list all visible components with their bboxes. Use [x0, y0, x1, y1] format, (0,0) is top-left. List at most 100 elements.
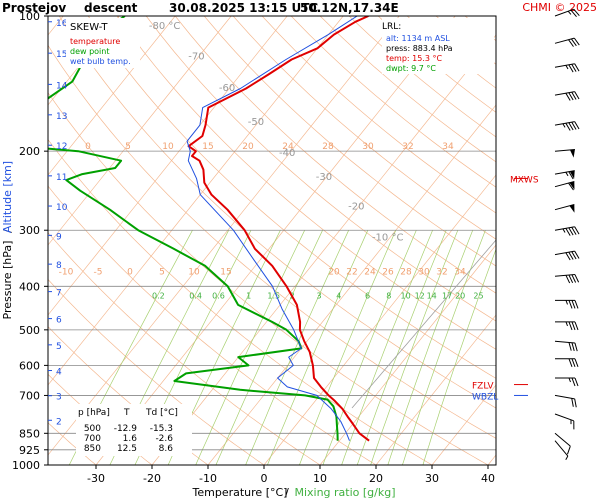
- marker-label-wbzl: WBZL: [472, 392, 498, 402]
- wind-barb-half: [562, 123, 566, 128]
- station-name: Prostejov: [2, 1, 66, 15]
- wind-barb-full: [573, 420, 575, 430]
- km-tick-label-2: 2: [56, 417, 62, 427]
- y-axis-label: Pressure [hPa]: [1, 241, 14, 320]
- wind-barb-16: [555, 377, 579, 387]
- wind-barb-half: [568, 377, 571, 383]
- wind-barb-4: [554, 121, 580, 131]
- wind-barb-full: [571, 321, 576, 331]
- wind-barb-full: [568, 64, 574, 73]
- mixing-ratio-line-15: [422, 248, 496, 465]
- wind-barb-5: [554, 148, 575, 158]
- lrl-temp: temp: 15.3 °C: [386, 54, 443, 63]
- mixing-ratio-label-12: 14: [427, 291, 437, 300]
- y-axis-label-group: Pressure [hPa] / Altitude [km]: [1, 161, 14, 320]
- wind-barb-shaft: [554, 8, 574, 17]
- x-tick-label-40: 40: [481, 472, 495, 485]
- dewpoint-line: [48, 16, 339, 441]
- theta-label-380-5: 15: [220, 267, 231, 277]
- stats-row-700-t: 1.6: [123, 434, 138, 444]
- wind-barb-full: [574, 250, 580, 259]
- wind-barb-full: [568, 251, 574, 260]
- theta-label-380-9: 26: [382, 267, 394, 277]
- isotherm--60: [48, 16, 288, 316]
- wind-barb-half: [567, 10, 572, 15]
- km-tick-label-9: 9: [56, 232, 62, 242]
- p-tick-label-700: 700: [19, 389, 40, 402]
- x-tick-label--20: -20: [143, 472, 161, 485]
- isobar-lines: [48, 150, 496, 451]
- stats-row-850-p: 850: [84, 444, 101, 454]
- wind-barb-19: [554, 432, 571, 455]
- wind-barb-half: [562, 228, 566, 233]
- wind-barb-shaft: [554, 432, 571, 447]
- mixing-ratio-label-3: 1: [246, 291, 251, 300]
- wind-barb-full: [574, 226, 580, 235]
- theta-label-200-5: 24: [282, 142, 294, 152]
- dry-adiabat-60: [58, 16, 496, 409]
- credit: CHMI © 2025: [522, 1, 597, 14]
- theta-label-200-7: 30: [362, 142, 374, 152]
- isotherm--80: [48, 16, 176, 176]
- km-tick-label-15: 15: [56, 50, 67, 60]
- mixing-ratio-line-11: [356, 230, 447, 465]
- theta-label-380-13: 34: [454, 267, 466, 277]
- lrl-box: LRL: alt: 1134 m ASL press: 883.4 hPa te…: [382, 18, 494, 74]
- isotherm-40: [487, 454, 496, 465]
- moist-adiabat: [351, 239, 496, 409]
- theta-label-200-1: 5: [125, 142, 131, 152]
- wind-barb-shaft: [554, 91, 575, 96]
- wind-barb-half: [570, 419, 572, 425]
- mixing-ratio-label-6: 3: [317, 291, 322, 300]
- theta-label-380-3: 5: [159, 267, 165, 277]
- isotherm-50: [544, 16, 600, 465]
- wind-barb-full: [565, 228, 571, 236]
- wind-barb-15: [555, 358, 579, 367]
- wind-barb-17: [554, 394, 577, 408]
- wind-barb-3: [554, 91, 580, 101]
- theta-label-380-1: -5: [94, 267, 103, 277]
- dry-adiabat-120: [232, 16, 496, 240]
- wind-barb-full: [574, 321, 579, 331]
- isotherm-30: [431, 384, 496, 465]
- marker-label-mxws: MXWS: [510, 175, 539, 185]
- wind-barb-half: [565, 65, 569, 70]
- wind-barb-full: [574, 121, 580, 130]
- p-tick-label-200: 200: [19, 145, 40, 158]
- stats-row-500-td: -15.3: [150, 424, 173, 434]
- theta-label-380-7: 22: [346, 267, 357, 277]
- wind-barb-full: [571, 377, 576, 387]
- p-tick-label-925: 925: [19, 444, 40, 457]
- wind-barb-shaft: [554, 121, 575, 126]
- isotherm--40: [48, 16, 400, 456]
- lrl-dwpt: dwpt: 9.7 °C: [386, 64, 436, 73]
- wind-barb-14: [554, 340, 578, 352]
- mixing-ratio-line-13: [387, 230, 474, 465]
- legend-box: [66, 18, 140, 68]
- wind-barb-full: [574, 342, 578, 352]
- wind-barb-full: [574, 398, 577, 408]
- wind-barb-8: [554, 204, 575, 213]
- km-tick-label-3: 3: [56, 393, 62, 403]
- isotherm-label-3: -50: [248, 117, 264, 128]
- mixing-ratio-line-12: [370, 230, 459, 465]
- wind-barb-20: [554, 440, 569, 460]
- km-tick-label-13: 13: [56, 112, 67, 122]
- wind-barb-1: [554, 37, 580, 47]
- wetbulb-line: [186, 16, 358, 441]
- wind-barb-shaft: [554, 274, 575, 277]
- lrl-title: LRL:: [382, 22, 401, 32]
- wind-barb-full: [565, 252, 571, 261]
- dry-adiabat-100: [174, 16, 496, 294]
- wind-barb-half: [565, 300, 568, 305]
- dry-adiabat-110: [203, 16, 496, 267]
- wind-barb-full: [565, 92, 571, 101]
- theta-label-200-9: 34: [442, 142, 454, 152]
- isotherm-lines: [48, 16, 600, 465]
- wind-barb-full: [574, 63, 580, 72]
- isotherm-label-2: -60: [219, 83, 235, 94]
- mixing-ratio-label-11: 12: [415, 291, 425, 300]
- wind-barb-full: [574, 358, 579, 367]
- wind-barb-full: [571, 300, 576, 309]
